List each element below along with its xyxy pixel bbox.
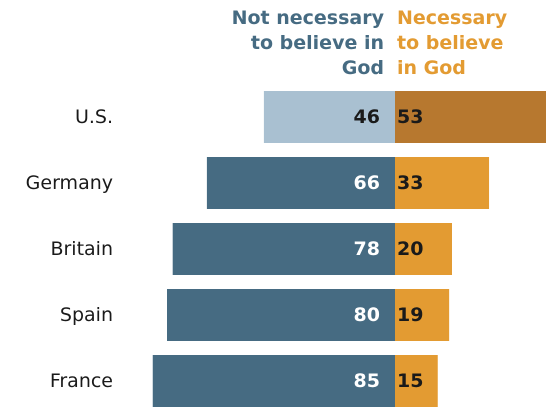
category-label-france: France [50, 370, 113, 392]
category-label-germany: Germany [26, 172, 113, 194]
category-label-britain: Britain [50, 238, 113, 260]
bar-necessary-britain [395, 223, 452, 275]
category-label-spain: Spain [60, 304, 113, 326]
legend-not-necessary: Not necessary to believe in God [231, 7, 384, 79]
bar-not-necessary-germany [206, 157, 395, 209]
bar-not-necessary-spain [167, 289, 395, 341]
value-label-not-necessary-britain: 78 [354, 238, 380, 260]
category-label-u-s: U.S. [75, 106, 113, 128]
value-label-necessary-spain: 19 [397, 304, 423, 326]
bar-necessary-spain [395, 289, 450, 341]
value-label-necessary-france: 15 [397, 370, 423, 392]
bar-necessary-germany [395, 157, 490, 209]
bar-not-necessary-u-s [263, 91, 395, 143]
legend-necessary: Necessary to believe in God [397, 7, 508, 79]
value-label-not-necessary-spain: 80 [354, 304, 380, 326]
value-label-necessary-u-s: 53 [397, 106, 423, 128]
value-label-not-necessary-france: 85 [354, 370, 380, 392]
value-label-not-necessary-u-s: 46 [354, 106, 380, 128]
bar-necessary-u-s [395, 91, 546, 143]
value-label-necessary-germany: 33 [397, 172, 423, 194]
bar-not-necessary-france [152, 355, 395, 407]
bar-not-necessary-britain [172, 223, 395, 275]
value-label-necessary-britain: 20 [397, 238, 423, 260]
value-label-not-necessary-germany: 66 [354, 172, 380, 194]
bar-necessary-france [395, 355, 438, 407]
